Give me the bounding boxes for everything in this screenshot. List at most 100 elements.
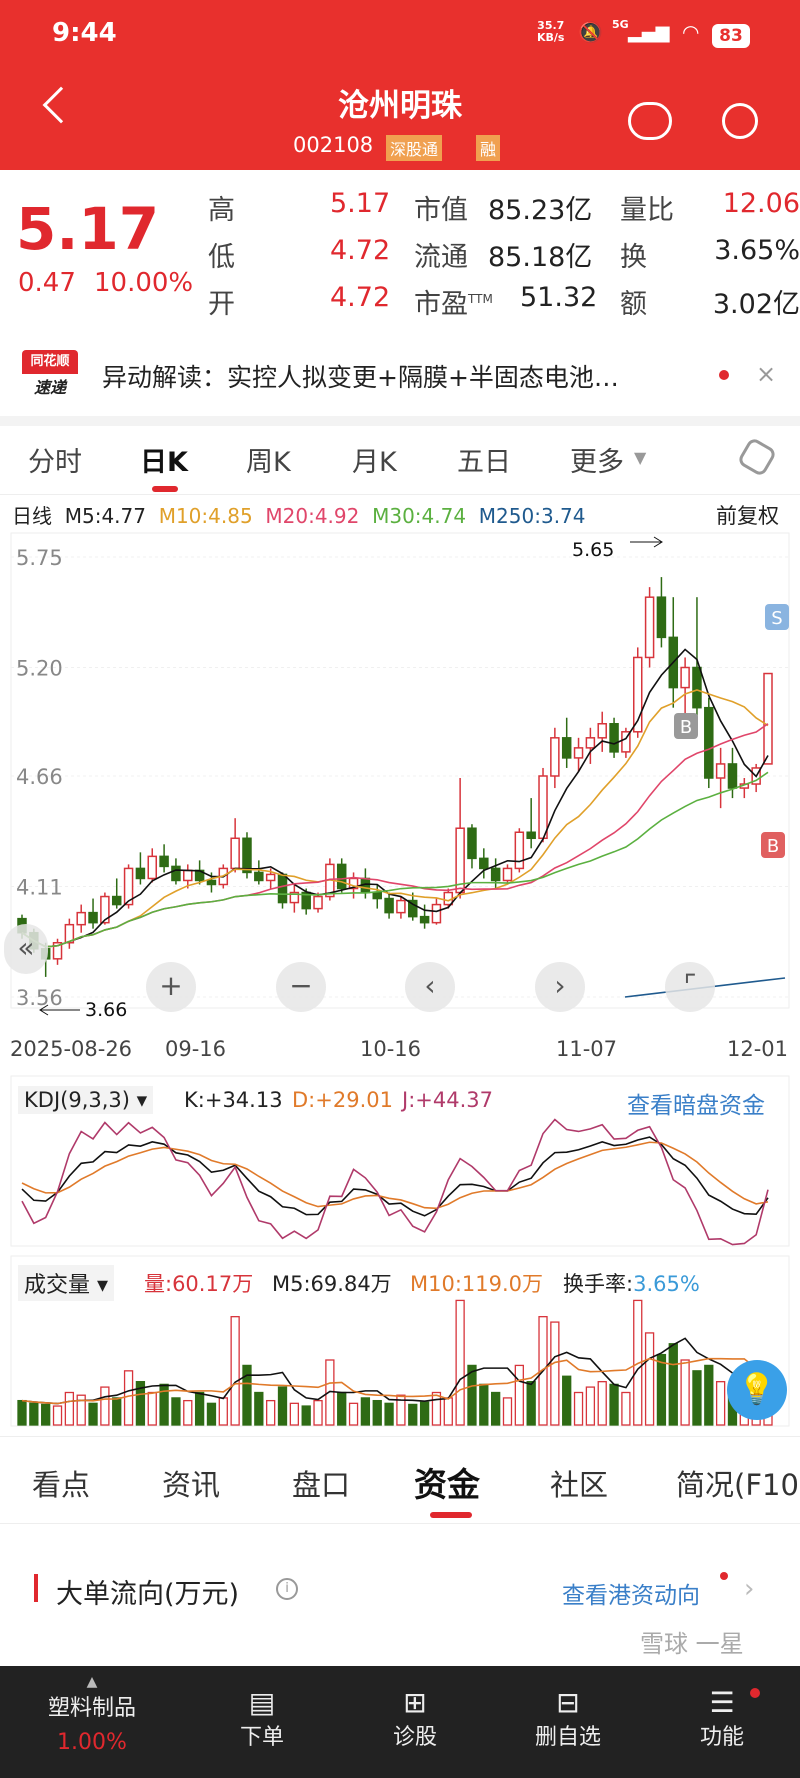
candle-body — [419, 915, 430, 924]
quote-label: 低 — [208, 242, 235, 273]
candle-body — [597, 723, 607, 739]
dark-pool-link[interactable]: 查看暗盘资金 — [627, 1093, 765, 1119]
price-change-pct: 10.00% — [94, 268, 194, 298]
nav-order[interactable]: ▤ 下单 — [222, 1686, 302, 1751]
ths-logo: 同花顺 速递 — [22, 350, 78, 402]
volume-bar — [585, 1386, 596, 1426]
candle-body — [467, 827, 477, 860]
volume-bar — [337, 1391, 347, 1426]
news-headline[interactable]: 异动解读：实控人拟变更+隔膜+半固态电池… — [102, 363, 619, 392]
fullscreen-button[interactable]: ⌜ — [665, 962, 715, 1012]
volume-bar — [396, 1394, 406, 1426]
order-icon: ▤ — [248, 1686, 276, 1719]
nav-sector[interactable]: ▲ 塑料制品 1.00% — [47, 1674, 136, 1755]
hk-flow-link[interactable]: 查看港资动向 — [562, 1583, 700, 1609]
unread-dot — [719, 370, 729, 380]
bottom-tab-2[interactable]: 盘口 — [292, 1468, 351, 1502]
candle-body — [265, 873, 276, 882]
bottom-tab-0[interactable]: 看点 — [32, 1468, 91, 1502]
volume-bar — [467, 1364, 477, 1426]
volume-bar — [479, 1383, 489, 1426]
x-tick-label: 10-16 — [360, 1037, 421, 1061]
nav-functions[interactable]: ☰ 功能 — [682, 1686, 762, 1751]
lightbulb-icon[interactable]: 💡 — [727, 1360, 787, 1420]
volume-bar — [194, 1391, 205, 1426]
candle-body — [632, 656, 643, 733]
battery-icon: 83 — [712, 24, 750, 48]
volume-bar — [100, 1386, 110, 1426]
candle-body — [644, 596, 655, 659]
collapse-button[interactable]: « — [4, 924, 48, 974]
info-icon[interactable]: i — [276, 1578, 298, 1600]
volume-selector[interactable]: 成交量 ▾ — [18, 1265, 115, 1301]
close-icon[interactable]: × — [756, 360, 777, 388]
candle-body — [396, 899, 406, 914]
scroll-left-button[interactable]: ‹ — [405, 962, 455, 1012]
active-bottom-tab-indicator — [430, 1512, 472, 1518]
candle-body — [111, 895, 122, 906]
volume-bar — [112, 1397, 122, 1426]
candle-body — [692, 666, 702, 709]
ma10-line — [21, 689, 769, 948]
bottom-tab-3[interactable]: 资金 — [414, 1465, 480, 1504]
candle-body — [206, 879, 217, 886]
volume-bar — [621, 1391, 631, 1426]
quote-value: 4.72 — [330, 235, 391, 266]
zoom-in-button[interactable]: + — [146, 962, 196, 1012]
divider — [0, 416, 800, 426]
stock-name: 沧州明珠 — [338, 88, 462, 124]
volume-bar — [52, 1405, 63, 1426]
signal-marker-label: B — [680, 717, 692, 738]
candle-body — [704, 706, 714, 779]
candle-body — [526, 831, 536, 840]
ma20-line — [21, 723, 769, 948]
candle-body — [609, 723, 619, 753]
quote-label: 开 — [208, 289, 235, 320]
volume-bar — [656, 1353, 667, 1426]
volume-value: 量:60.17万 — [144, 1272, 254, 1296]
volume-bar — [668, 1343, 678, 1426]
quote-label: 市值 — [414, 195, 468, 226]
candle-body — [254, 871, 264, 882]
candle-body — [159, 855, 169, 868]
tab-5[interactable]: 更多 — [570, 447, 624, 478]
volume-bar — [88, 1402, 98, 1426]
kdj-j: J:+44.37 — [402, 1088, 493, 1112]
candle-body — [372, 891, 382, 900]
candle-body — [538, 775, 548, 840]
volume-bar — [384, 1402, 394, 1426]
volume-bar — [254, 1391, 264, 1426]
robot-icon[interactable] — [628, 102, 672, 140]
volume-ma10-line — [21, 1357, 769, 1405]
quote-value: 12.06 — [722, 188, 800, 219]
adjust-toggle[interactable]: 前复权 — [716, 504, 779, 528]
tab-4[interactable]: 五日 — [457, 447, 511, 478]
volume-m10: M10:119.0万 — [410, 1272, 544, 1296]
bottom-tab-4[interactable]: 社区 — [550, 1468, 609, 1502]
tab-1[interactable]: 日K — [140, 447, 188, 478]
kline-chart[interactable]: 5.75 5.20 4.66 4.11 3.56 2025-08-26 09-16 10-16… — [0, 0, 800, 1440]
tab-0[interactable]: 分时 — [28, 447, 82, 478]
search-icon[interactable] — [722, 103, 758, 139]
kdj-k: K:+34.13 — [184, 1088, 283, 1112]
kdj-selector[interactable]: KDJ(9,3,3) ▾ — [18, 1086, 154, 1114]
signal-marker — [765, 604, 789, 630]
remove-icon: ⊟ — [556, 1686, 580, 1719]
volume-bar — [159, 1383, 169, 1426]
candle-body — [727, 763, 738, 789]
bottom-tab-5[interactable]: 简况(F10 — [676, 1468, 799, 1502]
nav-diagnose[interactable]: ⊞ 诊股 — [375, 1686, 455, 1751]
volume-bar — [360, 1397, 371, 1426]
candle-body — [289, 891, 300, 904]
bottom-tab-1[interactable]: 资讯 — [162, 1468, 221, 1502]
candle-body — [550, 737, 560, 777]
tab-2[interactable]: 周K — [246, 447, 291, 478]
tab-3[interactable]: 月K — [352, 447, 397, 478]
volume-bar — [230, 1316, 240, 1426]
nav-remove-watchlist[interactable]: ⊟ 删自选 — [528, 1686, 608, 1751]
volume-bar — [183, 1399, 193, 1426]
zoom-out-button[interactable]: − — [276, 962, 326, 1012]
scroll-right-button[interactable]: › — [535, 962, 585, 1012]
candle-body — [242, 837, 252, 874]
candle-body — [490, 867, 501, 882]
